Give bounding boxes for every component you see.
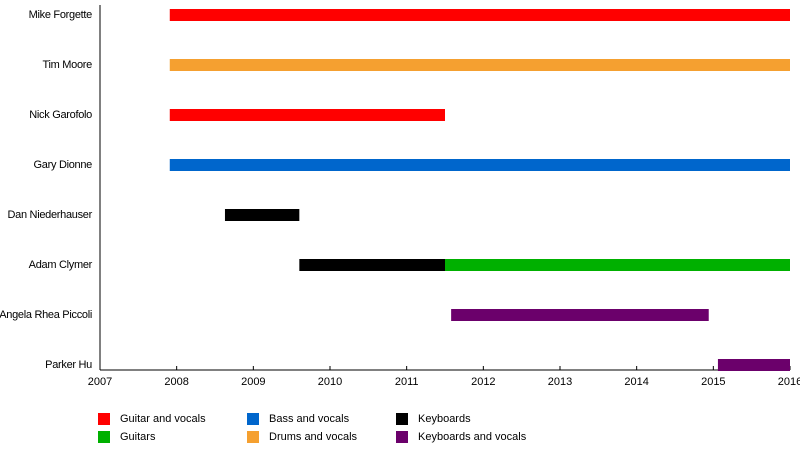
bar — [299, 259, 445, 271]
y-tick-label: Tim Moore — [43, 59, 93, 71]
legend-swatch — [247, 413, 259, 425]
bar — [169, 109, 445, 121]
y-tick-label: Mike Forgette — [29, 9, 93, 21]
y-tick-label: Angela Rhea Piccoli — [0, 309, 92, 321]
x-tick-label: 2016 — [778, 376, 800, 388]
y-tick-label: Gary Dionne — [34, 159, 93, 171]
bar — [451, 309, 709, 321]
x-tick-label: 2009 — [241, 376, 265, 388]
y-tick-label: Dan Niederhauser — [8, 209, 93, 221]
bar — [169, 9, 790, 21]
bar — [717, 359, 790, 371]
x-tick-label: 2011 — [395, 376, 419, 388]
bar — [445, 259, 790, 271]
x-tick-label: 2007 — [88, 376, 112, 388]
y-tick-label: Parker Hu — [45, 359, 92, 371]
x-tick-label: 2012 — [471, 376, 495, 388]
x-tick-label: 2008 — [164, 376, 188, 388]
legend-label: Keyboards and vocals — [418, 431, 527, 443]
legend-swatch — [98, 413, 110, 425]
legend-label: Drums and vocals — [269, 431, 358, 443]
bar — [169, 59, 790, 71]
legend-swatch — [396, 431, 408, 443]
bar — [169, 159, 790, 171]
legend-label: Bass and vocals — [269, 413, 350, 425]
x-tick-label: 2015 — [701, 376, 725, 388]
x-tick-label: 2014 — [624, 376, 648, 388]
legend-swatch — [98, 431, 110, 443]
legend-swatch — [396, 413, 408, 425]
bar — [224, 209, 300, 221]
legend-label: Guitars — [120, 431, 156, 443]
legend-label: Keyboards — [418, 413, 471, 425]
x-tick-label: 2013 — [548, 376, 572, 388]
y-tick-label: Nick Garofolo — [29, 109, 92, 121]
legend-label: Guitar and vocals — [120, 413, 206, 425]
x-tick-label: 2010 — [318, 376, 342, 388]
y-tick-label: Adam Clymer — [29, 259, 93, 271]
legend-swatch — [247, 431, 259, 443]
